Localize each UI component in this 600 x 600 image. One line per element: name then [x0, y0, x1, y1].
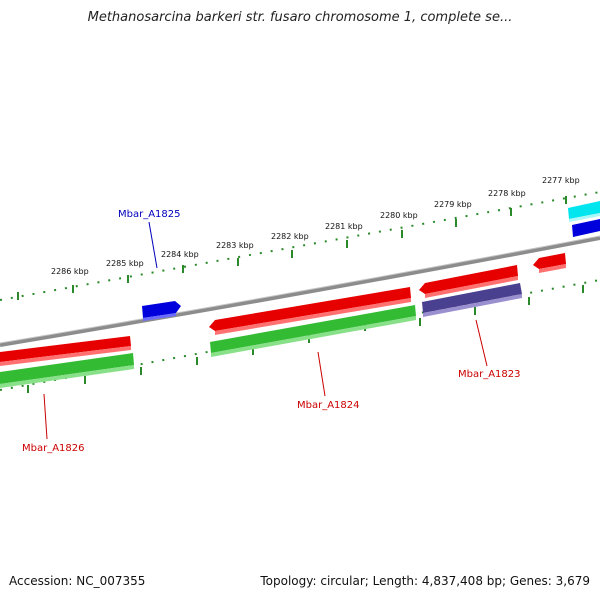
gene-mbar-a1826[interactable] [0, 336, 131, 362]
ruler-label: 2280 kbp [380, 211, 418, 220]
backbone-highlight [0, 235, 600, 344]
ruler-label: 2279 kbp [434, 200, 472, 209]
gene-mbar-a1824-forward[interactable] [209, 287, 411, 331]
label-mbar-a1825[interactable]: Mbar_A1825 [118, 209, 181, 220]
ruler-label: 2278 kbp [488, 189, 526, 198]
reverse-strand-features[interactable] [0, 283, 522, 388]
gene-mbar-a1824[interactable] [210, 305, 416, 353]
label-mbar-a1823[interactable]: Mbar_A1823 [458, 369, 521, 380]
ruler-label: 2284 kbp [161, 250, 199, 259]
ruler-label: 2282 kbp [271, 232, 309, 241]
gene-cyan-edge[interactable] [568, 201, 600, 219]
ruler-label: 2283 kbp [216, 241, 254, 250]
chromosome-backbone [0, 236, 600, 347]
label-mbar-a1826[interactable]: Mbar_A1826 [22, 443, 85, 454]
gene-mbar-a1823[interactable] [422, 283, 522, 313]
gene-shadow [425, 276, 518, 298]
ruler-label: 2281 kbp [325, 222, 363, 231]
outer-ruler: 2286 kbp 2285 kbp 2284 kbp 2283 kbp 2282… [0, 176, 600, 301]
outer-ruler-major-ticks [17, 196, 567, 300]
accession-text: Accession: NC_007355 [9, 574, 146, 588]
ruler-label: 2285 kbp [106, 259, 144, 268]
gene-shadow [215, 298, 411, 335]
gene-mbar-a1825[interactable] [142, 301, 181, 318]
map-title: Methanosarcina barkeri str. fusaro chrom… [87, 10, 513, 25]
ruler-label: 2277 kbp [542, 176, 580, 185]
gene-shadow [539, 264, 566, 273]
label-leader-a1823 [475, 319, 488, 367]
gene-shadow [0, 365, 134, 388]
gene-shadow [211, 316, 416, 357]
label-leader-a1825 [148, 221, 158, 269]
genome-summary-text: Topology: circular; Length: 4,837,408 bp… [260, 574, 590, 588]
label-leader-a1824 [317, 351, 326, 397]
gene-shadow [423, 294, 522, 317]
gene-mbar-a1826-reverse[interactable] [0, 353, 134, 384]
gene-shadow [569, 213, 600, 222]
gene-forward-small[interactable] [533, 253, 566, 269]
gene-shadow [0, 346, 131, 366]
gene-blue-edge[interactable] [572, 219, 600, 237]
ruler-label: 2286 kbp [51, 267, 89, 276]
label-mbar-a1824[interactable]: Mbar_A1824 [297, 400, 360, 411]
gene-shadow [143, 313, 176, 321]
forward-strand-features[interactable] [0, 253, 566, 366]
gene-forward-segment[interactable] [419, 265, 518, 294]
label-leader-a1826 [43, 393, 48, 440]
